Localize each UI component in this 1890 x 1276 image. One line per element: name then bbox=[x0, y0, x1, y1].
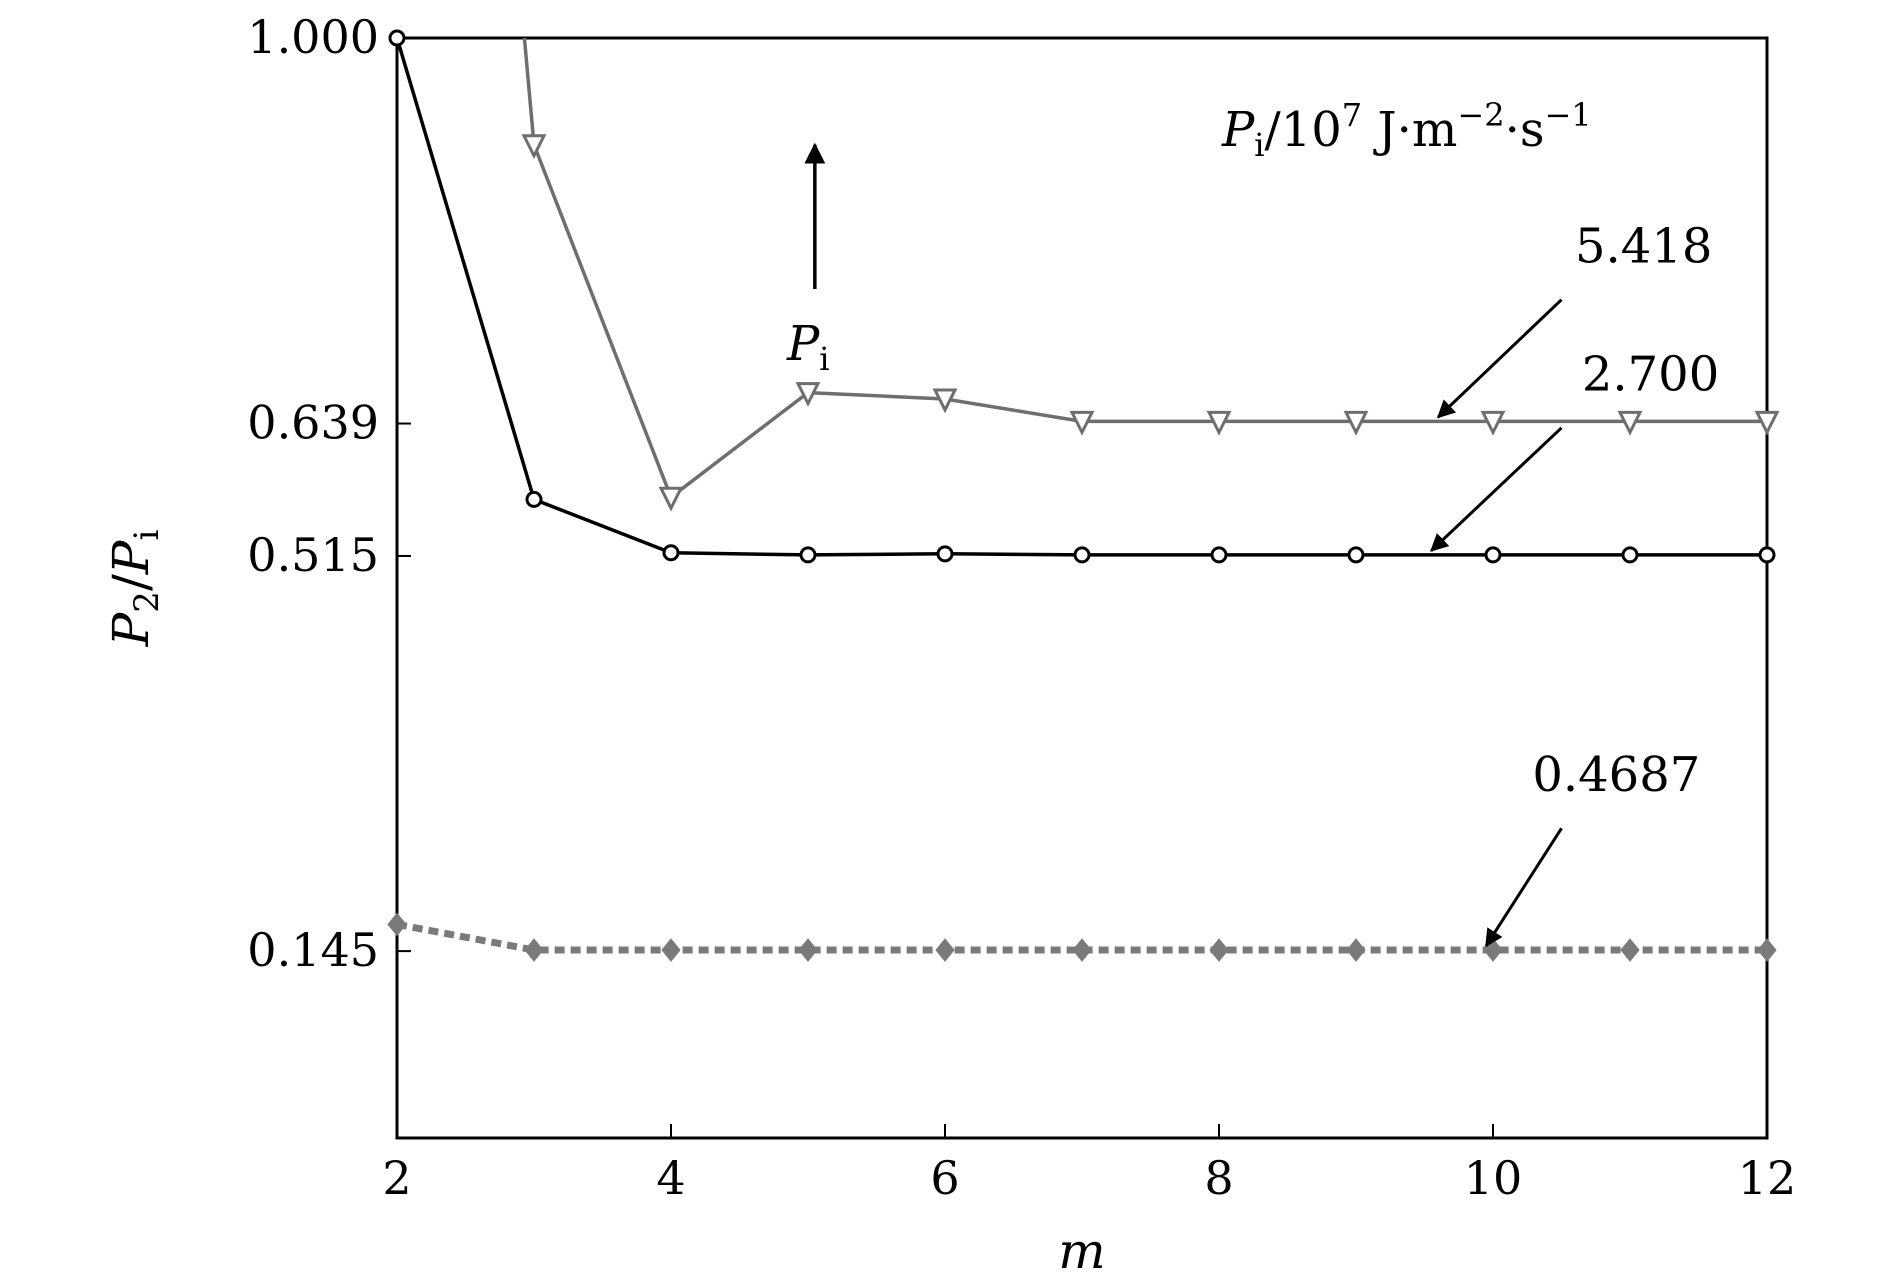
data-point bbox=[1754, 410, 1780, 436]
data-point bbox=[525, 490, 543, 508]
y-tick-label: 0.639 bbox=[247, 396, 379, 450]
data-point bbox=[795, 382, 821, 407]
data-point bbox=[1209, 938, 1229, 962]
data-point bbox=[387, 912, 407, 937]
data-point bbox=[1343, 410, 1369, 436]
annotations: 5.418 2.700 0.4687 bbox=[804, 142, 1719, 948]
data-point bbox=[1617, 410, 1643, 436]
legend-title: Pi/107 J·m−2·s−1 bbox=[1221, 96, 1592, 164]
annotation-label: 5.418 bbox=[1575, 218, 1712, 274]
data-point bbox=[936, 545, 954, 563]
increase-arrow-label: Pi bbox=[786, 316, 830, 378]
ticks: 2 4 6 8 10 12 1.000 0.639 0.515 0.145 bbox=[247, 10, 1796, 1205]
data-point bbox=[521, 134, 547, 160]
data-point bbox=[388, 29, 406, 47]
annotation-arrow bbox=[1436, 298, 1563, 419]
x-axis-label: m bbox=[1058, 1222, 1105, 1276]
data-point bbox=[1620, 938, 1640, 962]
data-point bbox=[1346, 938, 1366, 962]
annotation-arrow bbox=[1430, 426, 1563, 552]
x-tick-label: 10 bbox=[1464, 1151, 1523, 1205]
data-point bbox=[935, 938, 955, 962]
data-point bbox=[661, 938, 681, 962]
data-point bbox=[799, 546, 817, 564]
annotation-label: 2.700 bbox=[1582, 346, 1719, 402]
data-point bbox=[1757, 938, 1777, 962]
x-tick-label: 8 bbox=[1204, 1151, 1233, 1205]
data-point bbox=[524, 938, 544, 962]
data-point bbox=[1210, 546, 1228, 564]
data-point bbox=[658, 486, 684, 512]
data-point bbox=[1072, 938, 1092, 962]
data-point bbox=[1347, 546, 1365, 564]
data-point bbox=[932, 388, 958, 414]
plot-frame bbox=[395, 36, 1769, 1140]
y-tick-label: 0.145 bbox=[247, 923, 379, 977]
data-point bbox=[1758, 546, 1776, 564]
annotation-label: 0.4687 bbox=[1532, 747, 1700, 803]
x-tick-label: 2 bbox=[382, 1151, 411, 1205]
series-group bbox=[387, 29, 1780, 962]
data-point bbox=[1484, 546, 1502, 564]
data-point bbox=[662, 544, 680, 562]
data-point bbox=[798, 938, 818, 962]
data-point bbox=[1073, 546, 1091, 564]
data-point bbox=[1621, 546, 1639, 564]
data-point bbox=[1069, 410, 1095, 436]
x-tick-label: 6 bbox=[930, 1151, 959, 1205]
y-axis-label: P2/Pi bbox=[102, 530, 167, 648]
y-tick-label: 1.000 bbox=[247, 10, 379, 64]
data-point bbox=[1480, 410, 1506, 436]
annotation-arrow bbox=[1484, 827, 1563, 948]
series-line-0.4687 bbox=[396, 920, 1767, 954]
x-tick-label: 12 bbox=[1738, 1151, 1797, 1205]
y-tick-label: 0.515 bbox=[247, 528, 379, 582]
data-point bbox=[1206, 410, 1232, 436]
x-tick-label: 4 bbox=[656, 1151, 685, 1205]
